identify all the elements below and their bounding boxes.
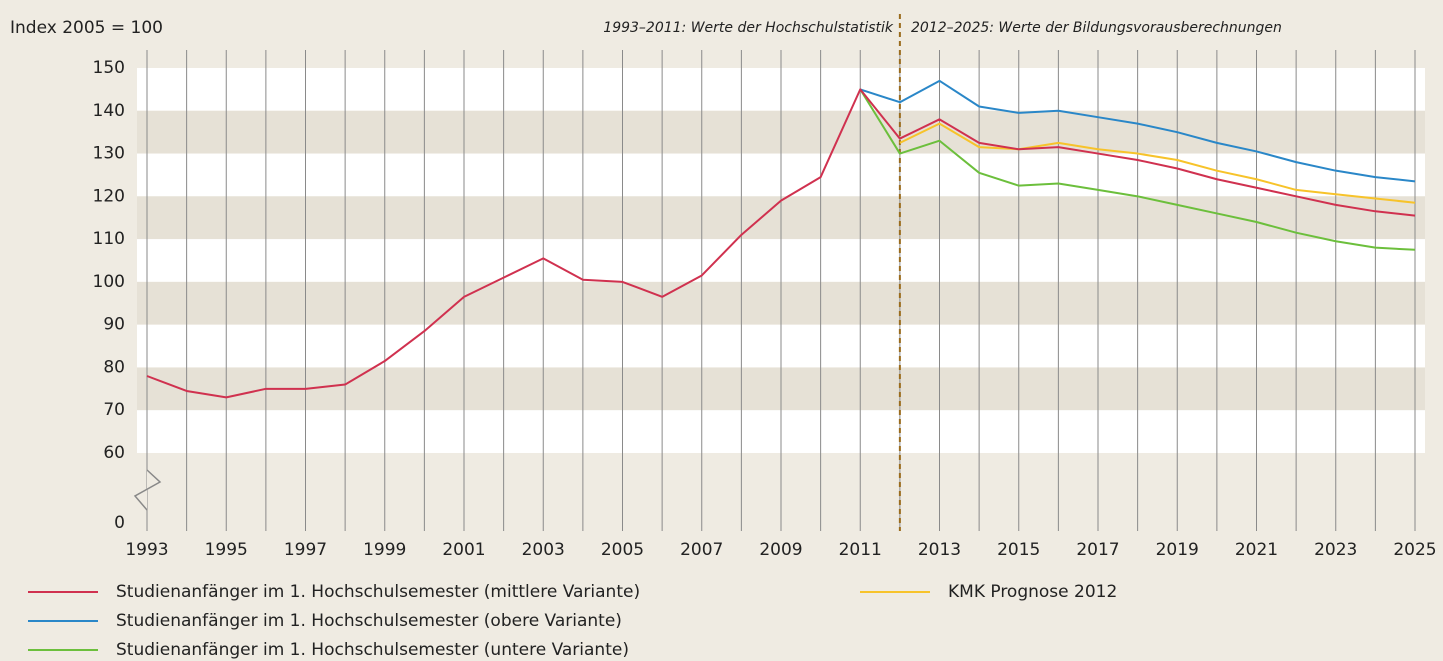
y-tick-label: 90	[103, 315, 125, 335]
axis-break	[133, 469, 162, 511]
x-tick-label: 2019	[1156, 540, 1199, 560]
x-tick-label: 1999	[363, 540, 406, 560]
y-tick-label: 70	[103, 400, 125, 420]
x-tick-label: 2003	[522, 540, 565, 560]
line	[859, 88, 1416, 251]
x-tick-label: 2013	[918, 540, 961, 560]
x-tick-label: 2021	[1235, 540, 1278, 560]
legend-label: KMK Prognose 2012	[948, 582, 1117, 602]
x-tick-label: 2015	[997, 540, 1040, 560]
x-tick-label: 2005	[601, 540, 644, 560]
y-tick-label: 150	[93, 58, 125, 78]
x-tick-label: 2025	[1393, 540, 1436, 560]
y-tick-label: 60	[103, 443, 125, 463]
annotation: 1993–2011: Werte der Hochschulstatistik	[603, 20, 894, 36]
x-tick-label: 1993	[125, 540, 168, 560]
x-tick-label: 1997	[284, 540, 327, 560]
x-tick-label: 2017	[1076, 540, 1119, 560]
y-tick-label: 80	[103, 357, 125, 377]
legend-label: Studienanfänger im 1. Hochschulsemester …	[116, 611, 622, 631]
legend-label: Studienanfänger im 1. Hochschulsemester …	[116, 582, 640, 602]
y-tick-label: 120	[93, 186, 125, 206]
annotation: 2012–2025: Werte der Bildungsvorausberec…	[911, 20, 1282, 36]
x-tick-label: 2009	[759, 540, 802, 560]
x-tick-label: 2011	[839, 540, 882, 560]
y-tick-label: 110	[93, 229, 125, 249]
y-tick-label: 140	[93, 101, 125, 121]
line	[859, 79, 1416, 183]
x-tick-label: 1995	[205, 540, 248, 560]
y-tick-label: 0	[114, 513, 125, 533]
y-tick-label: 100	[93, 272, 125, 292]
line	[899, 122, 1416, 204]
legend-label: Studienanfänger im 1. Hochschulsemester …	[116, 640, 629, 660]
x-tick-label: 2023	[1314, 540, 1357, 560]
grid	[146, 50, 1416, 531]
x-tick-label: 2007	[680, 540, 723, 560]
x-tick-label: 2001	[442, 540, 485, 560]
y-axis-label: Index 2005 = 100	[10, 18, 163, 38]
y-tick-label: 130	[93, 144, 125, 164]
line	[146, 88, 1416, 399]
